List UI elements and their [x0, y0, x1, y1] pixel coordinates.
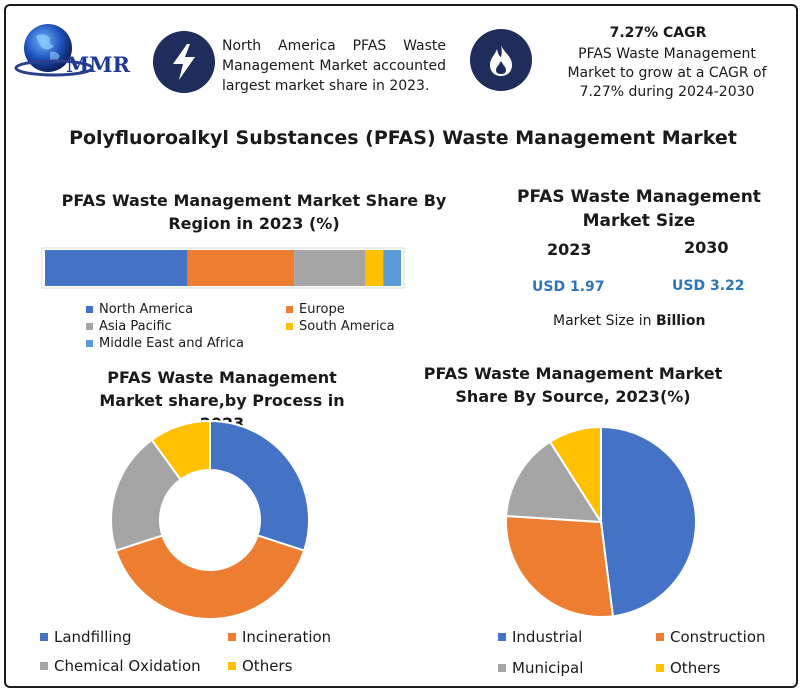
bar-segment-asia-pacific [294, 250, 366, 286]
process-slice-chemical-oxidation [110, 438, 183, 552]
logo-text: MMR [66, 52, 130, 77]
bar-segment-south-america [365, 250, 384, 286]
legend-swatch [86, 306, 93, 313]
value-2023: USD 1.97 [532, 279, 605, 295]
process-legend: Landfilling Incineration Chemical Oxidatio… [40, 628, 400, 684]
bar-segment-north-america [45, 250, 188, 286]
legend-swatch [656, 664, 664, 672]
legend-swatch [498, 633, 506, 641]
process-legend-item-landfilling: Landfilling [40, 628, 132, 646]
legend-swatch [286, 306, 293, 313]
legend-label: South America [299, 319, 395, 334]
legend-swatch [228, 633, 236, 641]
cagr-title: 7.27% CAGR [609, 25, 707, 41]
legend-swatch [86, 340, 93, 347]
legend-label: Chemical Oxidation [54, 657, 201, 675]
process-slice-landfilling [209, 419, 310, 552]
size-footnote-prefix: Market Size in [553, 313, 656, 329]
cagr-description: PFAS Waste Management Market to grow at … [567, 46, 767, 100]
bar-segment-europe [187, 250, 295, 286]
process-legend-item-others: Others [228, 657, 292, 675]
legend-swatch [40, 633, 48, 641]
legend-swatch [286, 323, 293, 330]
legend-swatch [40, 662, 48, 670]
legend-label: Others [242, 657, 293, 675]
process-legend-item-chemical-oxidation: Chemical Oxidation [40, 657, 201, 675]
source-slice-municipal [505, 440, 603, 524]
region-legend-item-north-america: North America [86, 302, 193, 317]
legend-label: Europe [299, 302, 345, 317]
region-legend-item-asia-pacific: Asia Pacific [86, 319, 172, 334]
lightning-icon [153, 31, 215, 93]
legend-label: North America [99, 302, 194, 317]
size-footnote-unit: Billion [655, 313, 706, 329]
legend-swatch [656, 633, 664, 641]
region-legend: North America Europe Asia Pacific South Ame… [86, 302, 406, 352]
year-2023: 2023 [547, 240, 592, 259]
region-legend-item-europe: Europe [286, 302, 345, 317]
source-slice-others [548, 425, 602, 526]
region-chart-title: PFAS Waste Management Market Share By Re… [61, 191, 447, 233]
source-chart-title: PFAS Waste Management Market Share By So… [423, 364, 723, 406]
legend-swatch [498, 664, 506, 672]
flame-icon [470, 29, 532, 91]
legend-label: Incineration [242, 628, 332, 646]
region-stacked-bar [41, 247, 405, 289]
size-title: PFAS Waste Management Market Size [517, 187, 761, 231]
infographic-frame [4, 4, 798, 688]
process-legend-item-incineration: Incineration [228, 628, 331, 646]
source-legend-item-industrial: Industrial [498, 628, 582, 646]
legend-label: Middle East and Africa [99, 336, 244, 351]
mmr-logo: MMR [14, 18, 136, 88]
source-legend-item-others: Others [656, 659, 720, 677]
legend-label: Municipal [512, 659, 584, 677]
legend-label: Industrial [512, 628, 583, 646]
legend-label: Others [670, 659, 721, 677]
legend-label: Construction [670, 628, 766, 646]
legend-swatch [228, 662, 236, 670]
region-share-note: North America PFAS Waste Management Mark… [222, 38, 446, 94]
year-2030: 2030 [684, 238, 729, 257]
process-slice-incineration [114, 534, 306, 620]
source-legend-item-construction: Construction [656, 628, 766, 646]
legend-swatch [86, 323, 93, 330]
legend-label: Landfilling [54, 628, 132, 646]
bar-segment-middle-east-and-africa [383, 250, 401, 286]
value-2030: USD 3.22 [672, 278, 745, 294]
legend-label: Asia Pacific [99, 319, 172, 334]
process-slice-others [150, 419, 211, 481]
main-title: Polyfluoroalkyl Substances (PFAS) Waste … [69, 127, 737, 149]
source-pie-chart [505, 425, 697, 618]
source-legend: Industrial Construction Municipal Others [498, 628, 788, 684]
source-slice-construction [505, 514, 615, 618]
size-footnote: Market Size in Billion [553, 313, 705, 329]
source-legend-item-municipal: Municipal [498, 659, 583, 677]
process-donut-chart [110, 419, 310, 620]
region-legend-item-south-america: South America [286, 319, 395, 334]
region-legend-item-middle-east-and-africa: Middle East and Africa [86, 336, 244, 351]
source-slice-industrial [600, 425, 697, 618]
